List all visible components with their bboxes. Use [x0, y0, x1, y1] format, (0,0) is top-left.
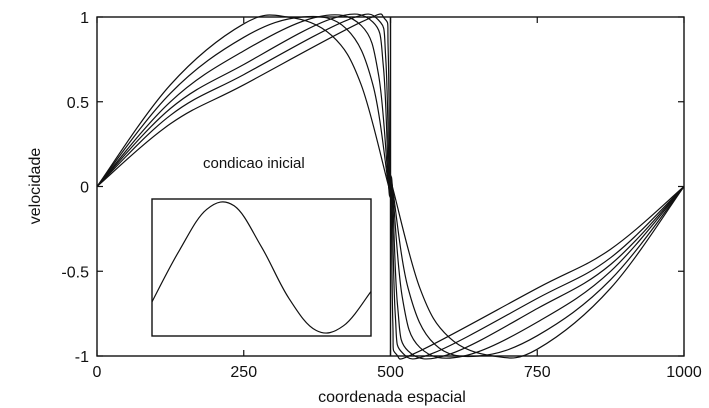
- x-tick-label: 500: [377, 364, 404, 381]
- series-5-left: [96, 13, 392, 198]
- series-2-left: [96, 15, 392, 196]
- inset-series: [151, 201, 372, 334]
- series-4-right: [389, 176, 685, 360]
- series-1-left: [96, 14, 393, 196]
- x-axis-label: coordenada espacial: [318, 389, 466, 406]
- series-3-left: [96, 14, 392, 196]
- x-tick-label: 250: [230, 364, 257, 381]
- annotation-label: condicao inicial: [203, 155, 305, 172]
- series-6-right: [389, 175, 685, 360]
- y-tick-label: 1: [80, 10, 89, 27]
- y-tick-label: 0: [80, 180, 89, 197]
- inset-frame: [151, 198, 372, 337]
- series-5-right: [389, 175, 685, 360]
- y-tick-label: -0.5: [61, 264, 89, 281]
- x-tick-label: 1000: [666, 364, 702, 381]
- series-3-right: [389, 177, 685, 359]
- x-tick-label: 0: [93, 364, 102, 381]
- series-6-left: [96, 13, 392, 198]
- inset-plot: [151, 198, 372, 337]
- series-4-left: [96, 13, 392, 197]
- axis-ticks: 0 250 500 750 1000 1 0.5 0 -0.5 -1: [61, 10, 701, 381]
- x-tick-label: 750: [524, 364, 551, 381]
- y-tick-label: 0.5: [67, 95, 89, 112]
- series-group: [96, 13, 685, 360]
- y-axis-label: velocidade: [27, 148, 44, 225]
- series-1-right: [388, 177, 685, 359]
- y-tick-label: -1: [75, 349, 89, 366]
- series-2-right: [389, 177, 685, 358]
